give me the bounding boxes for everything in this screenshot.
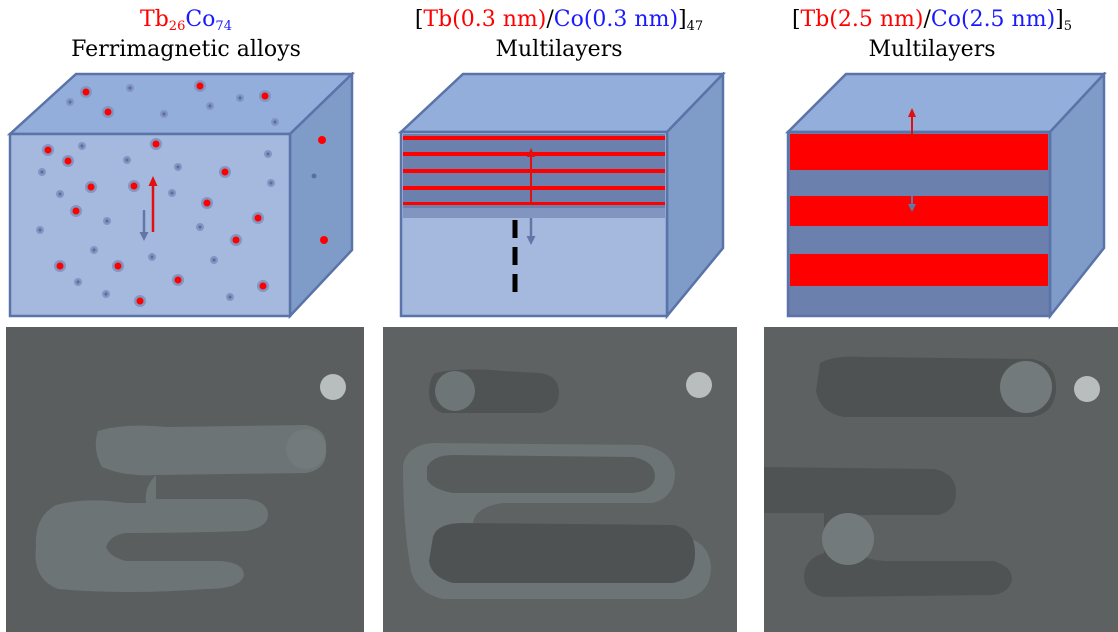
tb-layer [790, 254, 1048, 286]
tb-layer [403, 202, 665, 205]
panel-title-formula: [Tb(2.5 nm)/Co(2.5 nm)]5 [746, 7, 1118, 33]
formula-co: Co [185, 7, 216, 32]
bracket-close: ] [678, 7, 687, 32]
bracket-open: [ [791, 7, 801, 32]
repeat-count: 47 [686, 19, 704, 34]
marker-spot [320, 374, 346, 400]
tb-co-atoms [36, 80, 328, 307]
written-domain [816, 356, 1056, 417]
domain-pattern-image [383, 327, 737, 632]
magnetization-arrows [908, 108, 916, 212]
domain-pattern-image [764, 327, 1118, 632]
thin-multilayer-cube [373, 72, 745, 322]
panel-title-label: Multilayers [868, 37, 996, 62]
panel-alloy: Tb26Co74 Ferrimagnetic alloys [0, 0, 372, 632]
panel-title-label: Ferrimagnetic alloys [71, 37, 301, 62]
thick-multilayer-cube [746, 72, 1118, 322]
slash: / [546, 7, 554, 32]
co-layer-label: Co(2.5 nm) [930, 7, 1056, 32]
tb-layer-label: Tb(2.5 nm) [800, 7, 924, 32]
marker-spot [686, 372, 712, 398]
tb-layer [790, 134, 1048, 170]
formula-co-subscript: 74 [215, 19, 232, 34]
formula-tb-subscript: 26 [168, 19, 186, 34]
magnetization-arrows [526, 148, 536, 245]
co-layer [790, 226, 1048, 254]
repeat-count: 5 [1063, 19, 1073, 34]
panel-title-label: Multilayers [495, 37, 623, 62]
panel-thin-multilayer: [Tb(0.3 nm)/Co(0.3 nm)]47 Multilayers [373, 0, 745, 632]
co-layer [790, 170, 1048, 196]
formula-tb: Tb [140, 7, 169, 32]
domain-pattern-image [6, 327, 364, 632]
panel-title-formula: [Tb(0.3 nm)/Co(0.3 nm)]47 [373, 7, 745, 33]
panel-thick-multilayer: [Tb(2.5 nm)/Co(2.5 nm)]5 Multilayers [746, 0, 1118, 632]
bracket-open: [ [414, 7, 424, 32]
layer-stack [790, 134, 1048, 286]
tb-layer [403, 186, 665, 190]
tb-layer [403, 169, 665, 173]
cube-front-face [8, 132, 292, 318]
slash: / [923, 7, 931, 32]
tb-layer [403, 136, 665, 140]
co-layer-label: Co(0.3 nm) [553, 7, 679, 32]
magnetization-arrows [139, 176, 158, 241]
ferrimagnetic-alloy-cube [0, 72, 372, 322]
layer-stack [403, 134, 665, 218]
bracket-close: ] [1055, 7, 1064, 32]
tb-layer-label: Tb(0.3 nm) [423, 7, 547, 32]
panel-title-formula: Tb26Co74 [0, 7, 372, 33]
written-domain [35, 425, 327, 592]
tb-layer [790, 196, 1048, 226]
marker-spot [1074, 376, 1100, 402]
tb-layer [403, 152, 665, 156]
